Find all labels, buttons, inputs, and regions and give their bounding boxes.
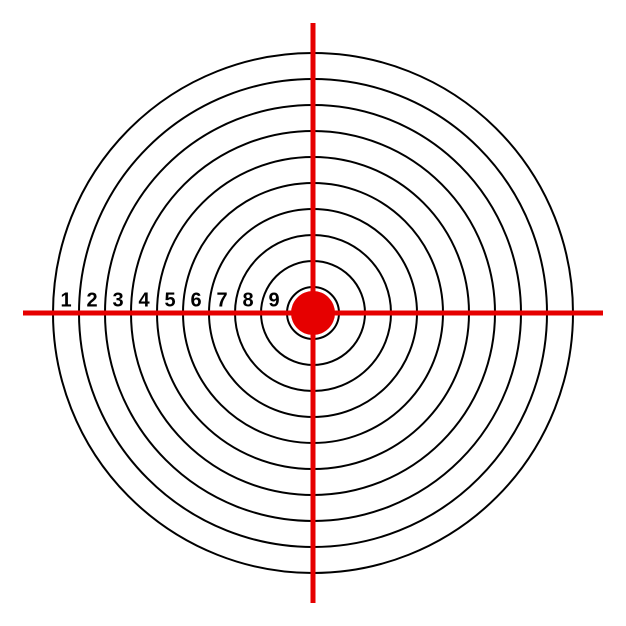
ring-number-1: 1	[60, 289, 71, 311]
ring-numbers: 123456789	[60, 289, 279, 311]
ring-number-9: 9	[268, 289, 279, 311]
ring-number-3: 3	[112, 289, 123, 311]
ring-number-5: 5	[164, 289, 175, 311]
ring-number-8: 8	[242, 289, 253, 311]
bullseye	[291, 291, 335, 335]
shooting-target: 123456789	[0, 0, 626, 626]
ring-number-2: 2	[86, 289, 97, 311]
ring-number-6: 6	[190, 289, 201, 311]
ring-number-4: 4	[138, 289, 150, 311]
ring-number-7: 7	[216, 289, 227, 311]
